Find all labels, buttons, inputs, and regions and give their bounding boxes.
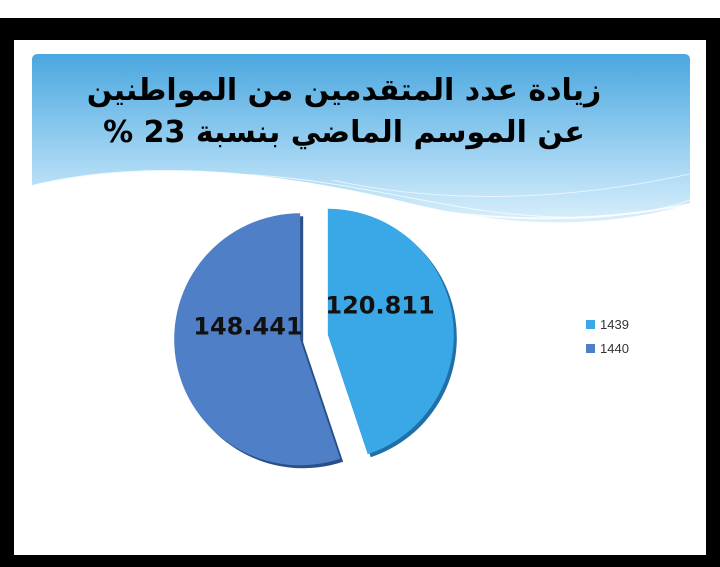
legend-label-1439: 1439 (600, 316, 629, 332)
legend-swatch-1440 (586, 343, 595, 353)
banner-wave (32, 54, 690, 223)
pie-chart: 120.811 148.441 (174, 208, 457, 469)
slide: زيادة عدد المتقدمين من المواطنين عن المو… (14, 40, 706, 555)
legend-item-1439: 1439 (586, 312, 629, 336)
data-label-1440: 148.441 (193, 313, 302, 341)
legend: 1439 1440 (586, 312, 629, 360)
legend-item-1440: 1440 (586, 336, 629, 360)
legend-label-1440: 1440 (600, 340, 629, 356)
title-line-2: عن الموسم الماضي بنسبة 23 % (103, 115, 585, 150)
legend-swatch-1439 (586, 319, 595, 329)
pie-slice-1439 (327, 208, 454, 455)
slide-title: زيادة عدد المتقدمين من المواطنين عن المو… (74, 70, 614, 154)
top-strip (0, 0, 720, 18)
pie-slice-1440 (174, 213, 341, 466)
data-label-1439: 120.811 (325, 291, 434, 319)
title-line-1: زيادة عدد المتقدمين من المواطنين (86, 73, 602, 108)
